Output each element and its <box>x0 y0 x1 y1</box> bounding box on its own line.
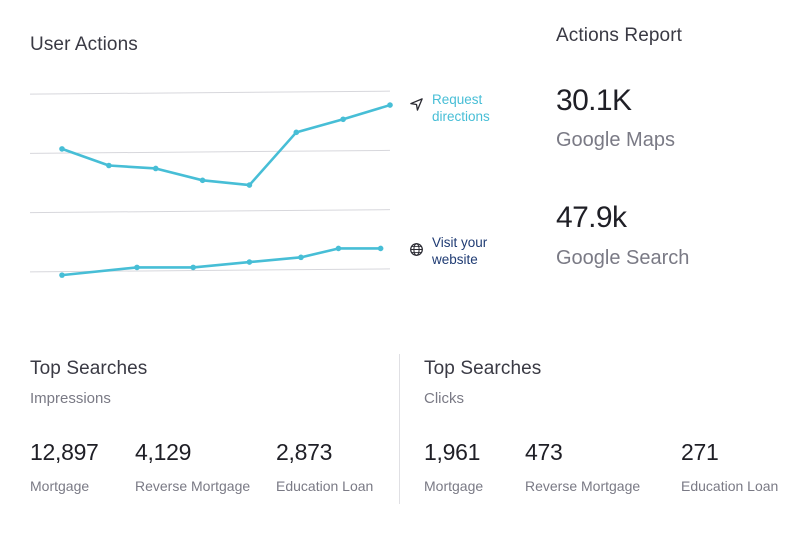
top-searches-impressions-title: Top Searches <box>30 358 148 379</box>
series-1-point-1 <box>134 264 140 271</box>
series-line-0 <box>60 103 392 187</box>
clicks-mortgage-value: 1,961 <box>424 439 481 465</box>
series-1-point-6 <box>377 245 384 252</box>
gridline <box>29 209 391 214</box>
series-1-point-4 <box>298 254 304 261</box>
actions-report-title: Actions Report <box>556 25 683 46</box>
gridline <box>29 268 391 273</box>
series-0-point-1 <box>106 162 112 169</box>
clicks-education-loan-value: 271 <box>681 439 719 465</box>
series-0-point-6 <box>340 116 346 123</box>
clicks-reverse-mortgage-label: Reverse Mortgage <box>525 478 641 494</box>
clicks-education-loan-label: Education Loan <box>681 478 779 494</box>
series-1-point-5 <box>335 245 342 252</box>
legend-label-visit-website: Visit your website <box>432 235 488 267</box>
chart-series <box>59 102 393 278</box>
series-0-point-5 <box>293 129 300 136</box>
series-1-point-2 <box>190 264 196 271</box>
clicks-subtitle: Clicks <box>424 390 464 407</box>
impressions-reverse-mortgage-label: Reverse Mortgage <box>135 478 251 494</box>
series-1-point-3 <box>246 259 253 265</box>
section-divider <box>399 354 400 504</box>
google-maps-value: 30.1K <box>556 84 632 117</box>
gridline <box>29 90 391 95</box>
series-line-1 <box>60 247 382 277</box>
user-actions-line-chart <box>29 90 393 278</box>
impressions-subtitle: Impressions <box>30 390 111 407</box>
series-0-point-7 <box>387 102 393 108</box>
navigation-arrow-icon <box>410 98 423 111</box>
series-0-point-0 <box>59 146 65 152</box>
impressions-reverse-mortgage-value: 4,129 <box>135 439 192 465</box>
clicks-mortgage-label: Mortgage <box>424 478 484 494</box>
legend-request-directions: Request directions <box>409 91 512 125</box>
google-search-label: Google Search <box>556 247 690 269</box>
impressions-mortgage-label: Mortgage <box>30 478 90 494</box>
legend-label-request-directions: Request directions <box>432 92 490 124</box>
top-searches-clicks-title: Top Searches <box>424 358 542 379</box>
legend-visit-website: Visit your website <box>409 234 512 268</box>
series-0-point-3 <box>199 177 206 184</box>
series-0-point-2 <box>152 165 159 172</box>
impressions-education-loan-value: 2,873 <box>276 439 333 465</box>
series-0-point-4 <box>246 182 253 188</box>
google-maps-label: Google Maps <box>556 129 675 151</box>
impressions-education-loan-label: Education Loan <box>276 478 374 494</box>
impressions-mortgage-value: 12,897 <box>30 439 99 465</box>
chart-gridlines <box>29 90 391 273</box>
gridline <box>29 149 391 154</box>
google-search-value: 47.9k <box>556 201 627 234</box>
user-actions-title: User Actions <box>30 34 138 55</box>
series-1-point-0 <box>59 272 65 278</box>
globe-icon <box>410 243 423 256</box>
clicks-reverse-mortgage-value: 473 <box>525 439 563 465</box>
